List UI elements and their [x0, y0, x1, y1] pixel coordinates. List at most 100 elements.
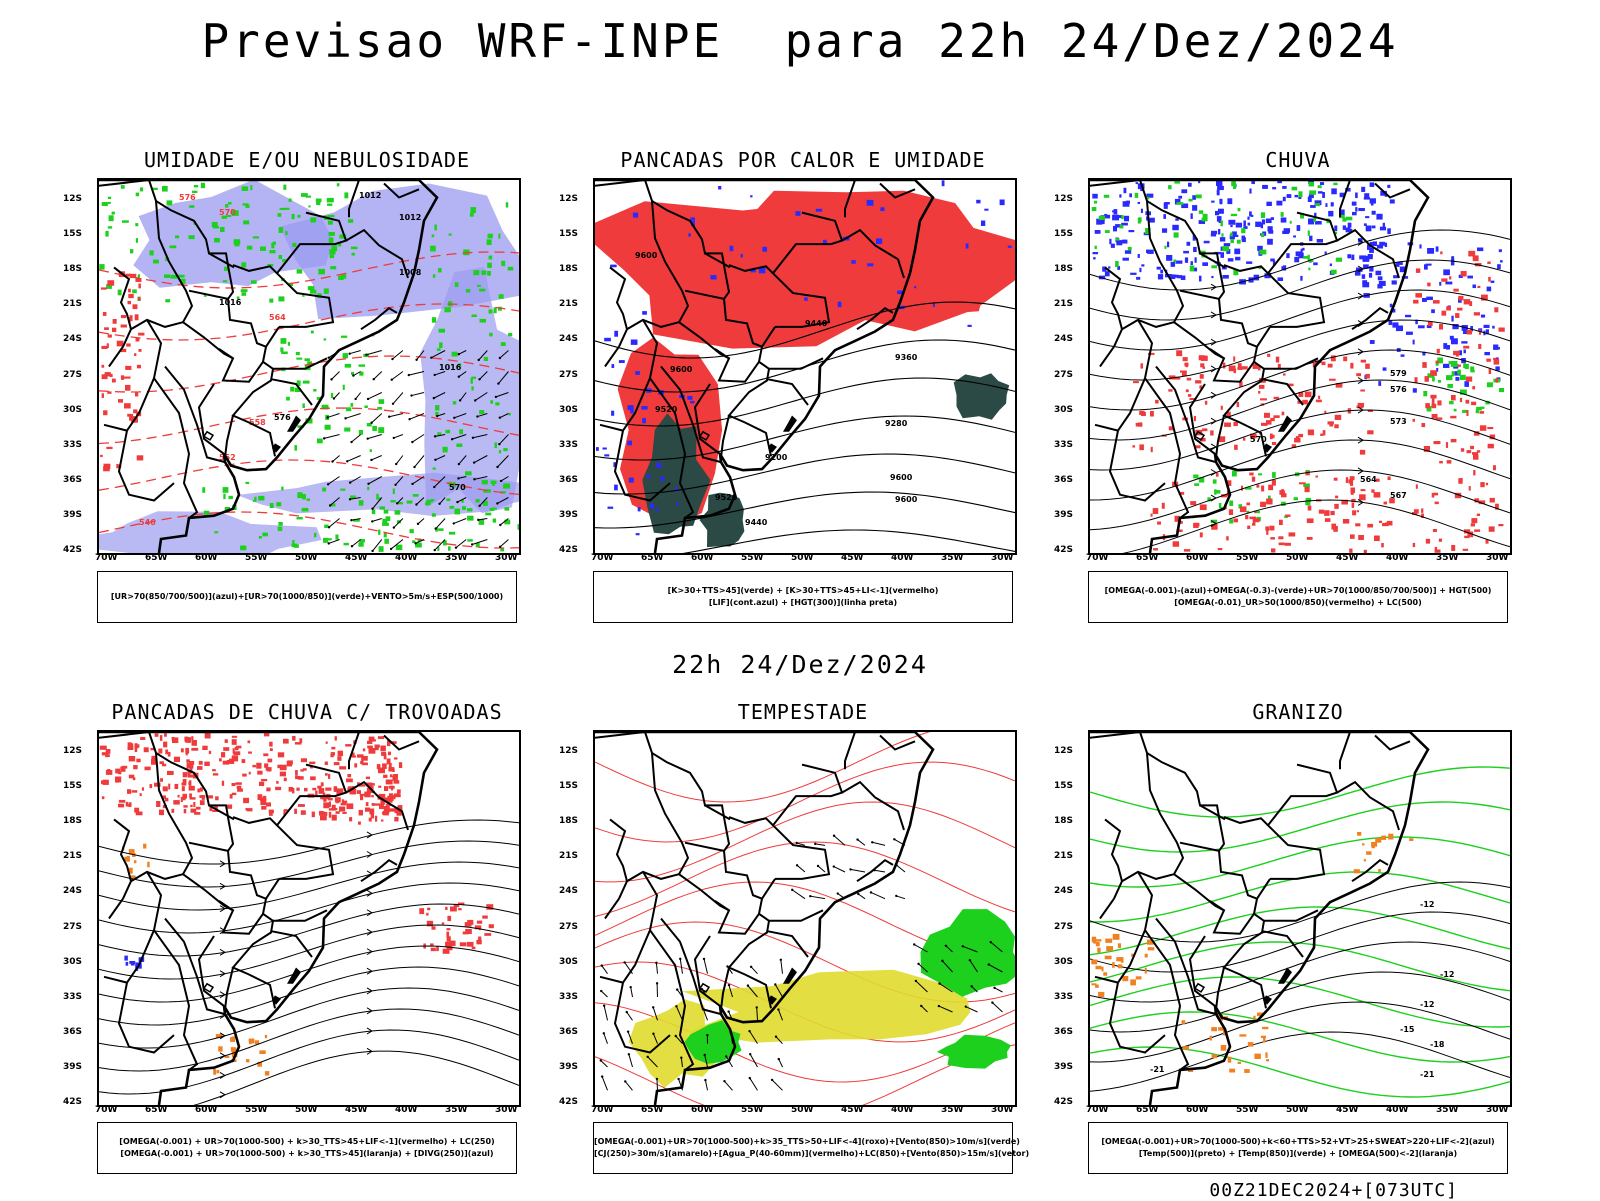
- umidade-legend: [UR>70(850/700/500)](azul)+[UR>70(1000/8…: [97, 571, 517, 623]
- hgt500-streamline: [1090, 500, 1510, 553]
- state-border: [600, 977, 623, 983]
- chuva-legend: [OMEGA(-0.001)-(azul)+OMEGA(-0.3)-(verde…: [1088, 571, 1508, 623]
- lat-tick-label: 15S: [1054, 229, 1073, 239]
- lat-tick-label: 15S: [63, 229, 82, 239]
- lc250-streamline: [99, 967, 519, 1025]
- humidity-high-levels-area: [99, 511, 322, 553]
- lat-tick-label: 24S: [63, 886, 82, 896]
- flow-arrow: [367, 832, 372, 838]
- lat-tick-label: 12S: [63, 194, 82, 204]
- isobar-label: 1008: [399, 268, 422, 277]
- state-border: [842, 782, 904, 830]
- lat-tick-label: 12S: [559, 746, 578, 756]
- flow-arrow: [220, 1053, 225, 1059]
- lat-tick-label: 24S: [1054, 886, 1073, 896]
- height-label: 564: [1360, 475, 1377, 484]
- state-border: [685, 843, 724, 851]
- state-border: [769, 910, 823, 921]
- state-border: [154, 378, 197, 518]
- trovoadas-panel-title: PANCADAS DE CHUVA C/ TROVOADAS: [57, 700, 557, 724]
- state-border: [1257, 879, 1270, 899]
- state-border: [219, 349, 233, 358]
- state-border: [610, 819, 627, 881]
- lat-tick-label: 15S: [63, 781, 82, 791]
- legend-line: [UR>70(850/700/500)](azul)+[UR>70(1000/8…: [98, 591, 516, 603]
- tempestade-legend: [OMEGA(-0.001)+UR>70(1000-500)+k>35_TTS>…: [593, 1122, 1013, 1174]
- hgt300-contour: [595, 530, 1015, 553]
- lat-tick-label: 24S: [63, 334, 82, 344]
- granizo-map-svg: -12-12-12-15-18-21-21: [1090, 732, 1510, 1105]
- legend-line: [CJ(250)>30m/s](amarelo)+[Agua_P(40-60mm…: [594, 1148, 1012, 1160]
- lat-tick-label: 21S: [559, 851, 578, 861]
- umidade-map-svg: 1012101210081016101657657057657056455855…: [99, 180, 519, 553]
- state-border: [1095, 425, 1118, 431]
- pancadas-calor-legend: [K>30+TTS>45](verde) + [K>30+TTS>45+LI<-…: [593, 571, 1013, 623]
- state-border: [773, 765, 842, 879]
- tempestade-map-svg: [595, 732, 1015, 1105]
- isobar-label: 1012: [359, 191, 381, 200]
- pancadas-calor-map-svg: 9600960095209440936092809200960096009520…: [595, 180, 1015, 553]
- isobar-label: 1016: [219, 298, 242, 307]
- legend-line: [OMEGA(-0.01)_UR>50(1000/850)(vermelho) …: [1089, 597, 1507, 609]
- trovoadas-map: [97, 730, 521, 1107]
- state-border: [1337, 782, 1399, 830]
- lat-tick-label: 30S: [63, 957, 82, 967]
- state-border: [1100, 347, 1114, 367]
- state-border: [104, 977, 127, 983]
- height-label: 576: [1390, 385, 1407, 394]
- isobar-label: 576: [274, 413, 291, 422]
- legend-line: [OMEGA(-0.001)+UR>70(1000-500)+k>35_TTS>…: [594, 1136, 1012, 1148]
- lc250-streamline: [99, 1051, 519, 1105]
- page-title: Previsao WRF-INPE para 22h 24/Dez/2024: [0, 14, 1600, 68]
- tempestade-panel-title: TEMPESTADE: [553, 700, 1053, 724]
- height-label: 567: [1390, 491, 1407, 500]
- lat-tick-label: 21S: [559, 299, 578, 309]
- lat-tick-label: 24S: [559, 334, 578, 344]
- lc250-streamline: [99, 1030, 519, 1094]
- flow-arrow: [367, 910, 372, 916]
- state-border: [266, 879, 279, 899]
- state-border: [109, 347, 123, 367]
- lat-tick-label: 18S: [559, 264, 578, 274]
- lat-tick-label: 42S: [559, 1097, 578, 1107]
- state-border: [1180, 291, 1219, 299]
- lat-tick-label: 15S: [1054, 781, 1073, 791]
- state-border: [1118, 320, 1152, 431]
- state-border: [272, 931, 312, 957]
- lat-tick-label: 27S: [1054, 922, 1073, 932]
- state-border: [1263, 379, 1303, 405]
- state-border: [189, 843, 228, 851]
- lat-tick-label: 33S: [63, 992, 82, 1002]
- wind-850-area: [937, 1035, 1011, 1069]
- lat-tick-label: 12S: [63, 746, 82, 756]
- state-border: [1105, 819, 1122, 881]
- temperature-label: -18: [1430, 1040, 1445, 1049]
- isobar-label: 1016: [439, 363, 462, 372]
- state-border: [705, 805, 730, 819]
- lc250-streamline: [99, 841, 519, 887]
- isobar-label: 1012: [399, 213, 421, 222]
- state-border: [109, 899, 123, 919]
- lat-tick-label: 30S: [559, 405, 578, 415]
- height-label: 9440: [745, 518, 768, 527]
- lat-tick-label: 30S: [559, 957, 578, 967]
- lat-tick-label: 12S: [1054, 746, 1073, 756]
- lat-tick-label: 21S: [1054, 299, 1073, 309]
- pancadas-calor-panel-title: PANCADAS POR CALOR E UMIDADE: [553, 148, 1053, 172]
- state-border: [880, 736, 915, 750]
- lat-tick-label: 18S: [1054, 264, 1073, 274]
- granizo-legend: [OMEGA(-0.001)+UR>70(1000-500)+k<60+TTS>…: [1088, 1122, 1508, 1174]
- lat-tick-label: 15S: [559, 229, 578, 239]
- temp850-contour: [1090, 1012, 1510, 1062]
- lat-tick-label: 39S: [559, 1062, 578, 1072]
- chuva-panel-title: CHUVA: [1048, 148, 1548, 172]
- hgt500-streamline: [1090, 470, 1510, 530]
- state-border: [1224, 817, 1268, 825]
- lat-tick-label: 33S: [1054, 440, 1073, 450]
- lat-tick-label: 42S: [559, 545, 578, 555]
- state-border: [1352, 308, 1388, 329]
- height-label: 9280: [885, 419, 908, 428]
- height-label: 573: [1390, 417, 1407, 426]
